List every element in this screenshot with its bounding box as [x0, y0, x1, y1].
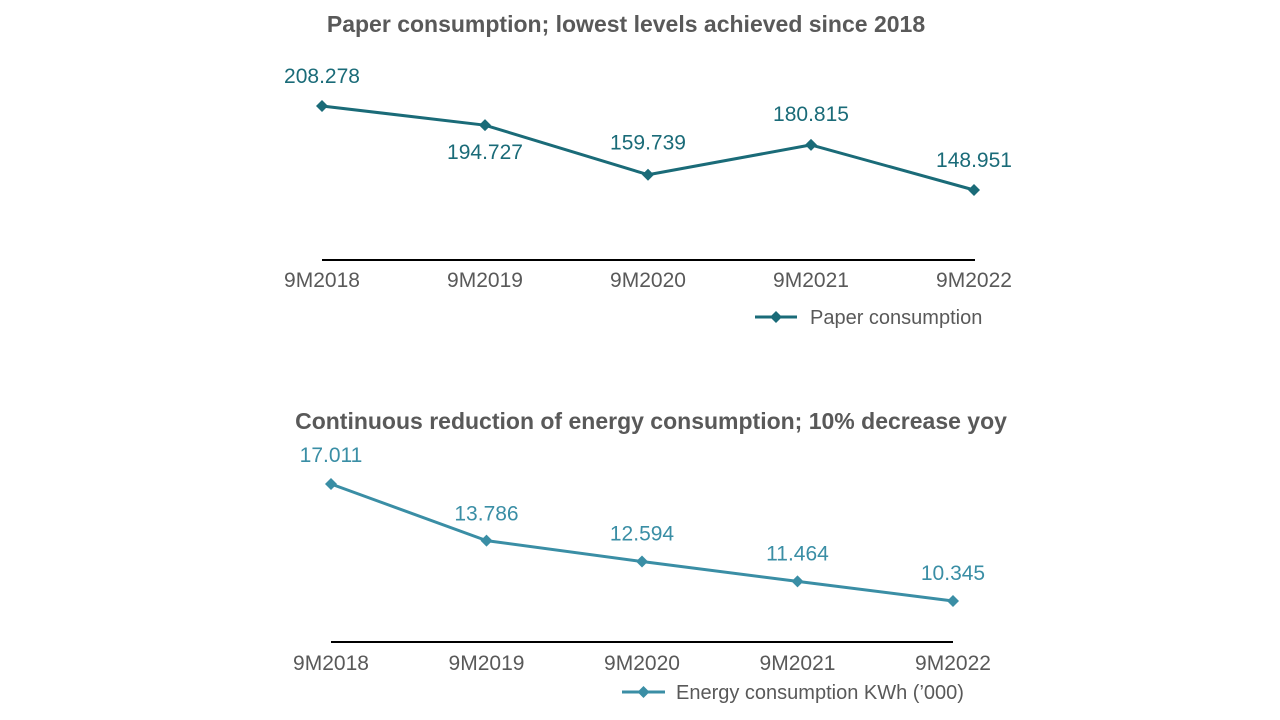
data-point [636, 555, 648, 568]
legend-label: Energy consumption KWh (’000) [676, 682, 964, 704]
x-tick-label: 9M2021 [760, 652, 836, 675]
x-tick-label: 9M2020 [604, 652, 680, 675]
data-label: 17.011 [300, 444, 363, 467]
data-point [642, 168, 654, 181]
data-point [480, 534, 493, 547]
data-label: 194.727 [447, 141, 523, 164]
x-tick-label: 9M2018 [284, 269, 360, 292]
chart-title: Continuous reduction of energy consumpti… [295, 408, 1007, 434]
x-tick-label: 9M2021 [773, 269, 849, 292]
legend-label: Paper consumption [810, 307, 982, 329]
chart-title: Paper consumption; lowest levels achieve… [326, 11, 926, 37]
data-label: 13.786 [454, 503, 518, 526]
data-label: 148.951 [936, 149, 1012, 172]
data-label: 11.464 [766, 542, 829, 565]
data-point [791, 575, 804, 588]
data-label: 12.594 [610, 523, 675, 546]
data-label: 208.278 [284, 65, 360, 88]
legend-marker [770, 311, 782, 323]
x-tick-label: 9M2022 [915, 652, 991, 675]
data-label: 159.739 [610, 132, 686, 155]
data-label: 180.815 [773, 103, 849, 126]
legend-marker [637, 686, 650, 698]
data-point [947, 595, 959, 607]
data-point [316, 100, 328, 112]
x-tick-label: 9M2020 [610, 269, 686, 292]
data-point [805, 138, 817, 151]
x-tick-label: 9M2019 [449, 652, 525, 675]
x-tick-label: 9M2019 [447, 269, 523, 292]
data-point [479, 119, 491, 132]
x-tick-label: 9M2022 [936, 269, 1012, 292]
data-point [325, 478, 337, 490]
data-point [968, 184, 980, 196]
data-label: 10.345 [921, 562, 985, 585]
x-tick-label: 9M2018 [293, 652, 369, 675]
